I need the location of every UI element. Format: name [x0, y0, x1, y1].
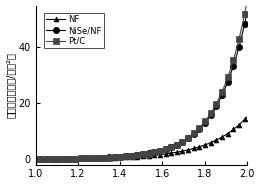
NiSe/NF: [245, 13, 248, 15]
Legend: NF, NiSe/NF, Pt/C: NF, NiSe/NF, Pt/C: [44, 13, 104, 48]
Line: NF: NF: [33, 115, 249, 161]
NF: [225, 133, 229, 135]
NF: [245, 116, 248, 118]
Pt/C: [212, 107, 215, 110]
Pt/C: [35, 158, 38, 160]
NiSe/NF: [212, 110, 215, 112]
NF: [35, 158, 38, 160]
NF: [160, 153, 163, 156]
Pt/C: [225, 78, 229, 80]
NiSe/NF: [225, 83, 229, 85]
NF: [212, 140, 215, 142]
NiSe/NF: [34, 158, 37, 160]
Y-axis label: 电流密度（毫安/厘米²）: 电流密度（毫安/厘米²）: [5, 52, 16, 118]
NiSe/NF: [159, 149, 162, 152]
NF: [159, 153, 162, 156]
Pt/C: [245, 2, 248, 4]
NiSe/NF: [35, 158, 38, 160]
NiSe/NF: [160, 149, 163, 152]
NF: [34, 158, 37, 160]
Pt/C: [159, 150, 162, 152]
Line: NiSe/NF: NiSe/NF: [32, 11, 250, 162]
Pt/C: [34, 158, 37, 160]
NF: [163, 153, 166, 155]
Pt/C: [160, 149, 163, 152]
NiSe/NF: [163, 148, 166, 151]
Pt/C: [163, 148, 166, 151]
Line: Pt/C: Pt/C: [32, 0, 250, 162]
